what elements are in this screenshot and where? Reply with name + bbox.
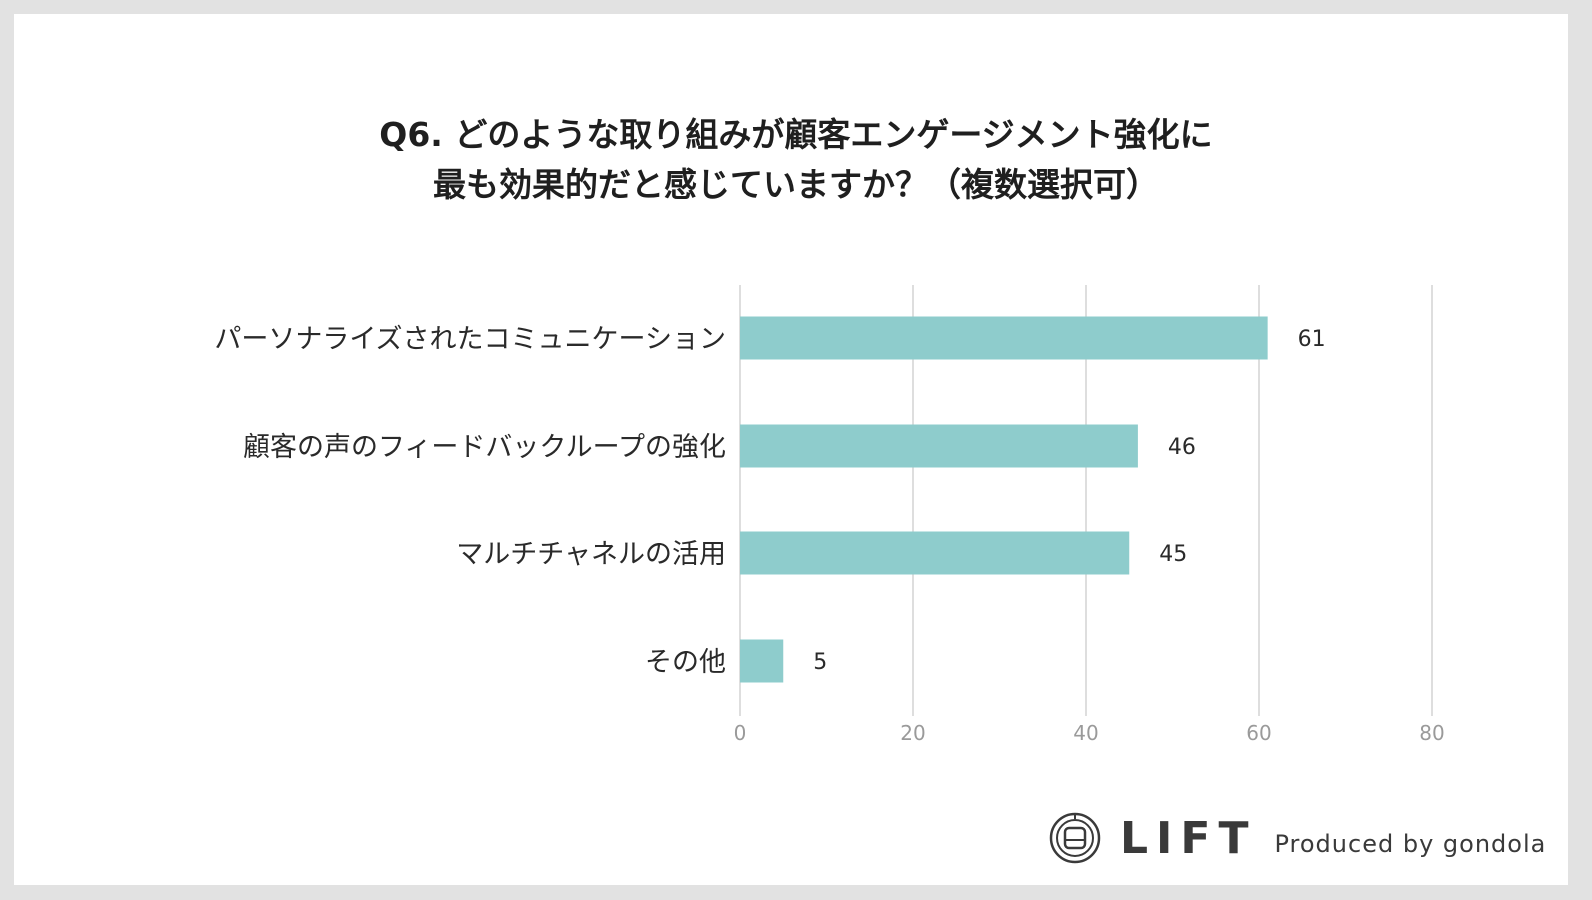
category-label-0: パーソナライズされたコミュニケーション: [214, 324, 726, 355]
bar-1: [740, 424, 1138, 468]
value-label-2: 45: [1159, 542, 1187, 567]
value-label-0: 61: [1298, 327, 1326, 352]
category-label-2: マルチチャネルの活用: [456, 539, 726, 570]
category-label-1: 顧客の声のフィードバックループの強化: [243, 432, 726, 463]
x-tick-label-20: 20: [900, 721, 925, 745]
footer: LIFT Produced by gondola: [1048, 808, 1546, 868]
category-label-3: その他: [645, 647, 726, 678]
brand-name: LIFT: [1120, 812, 1257, 864]
lift-logo-icon: [1049, 812, 1101, 864]
x-tick-label-80: 80: [1419, 721, 1444, 745]
value-label-1: 46: [1168, 435, 1196, 460]
chart-title: Q6. どのような取り組みが顧客エンゲージメント強化に 最も効果的だと感じていま…: [0, 110, 1592, 210]
x-tick-label-0: 0: [734, 721, 747, 745]
bar-chart: 0 20 40 60 80 パーソナライズされたコミュニケーション 61 顧客の声のフィードバ…: [214, 285, 1445, 745]
chart-title-line-2: 最も効果的だと感じていますか？（複数選択可）: [433, 165, 1159, 204]
produced-by: Produced by gondola: [1274, 830, 1547, 858]
bar-2: [740, 531, 1130, 575]
chart-title-line-1: Q6. どのような取り組みが顧客エンゲージメント強化に: [379, 115, 1213, 154]
x-tick-label-60: 60: [1246, 721, 1271, 745]
x-tick-label-40: 40: [1073, 721, 1098, 745]
bar-3: [740, 639, 784, 683]
value-label-3: 5: [813, 650, 827, 675]
bar-0: [740, 316, 1268, 360]
